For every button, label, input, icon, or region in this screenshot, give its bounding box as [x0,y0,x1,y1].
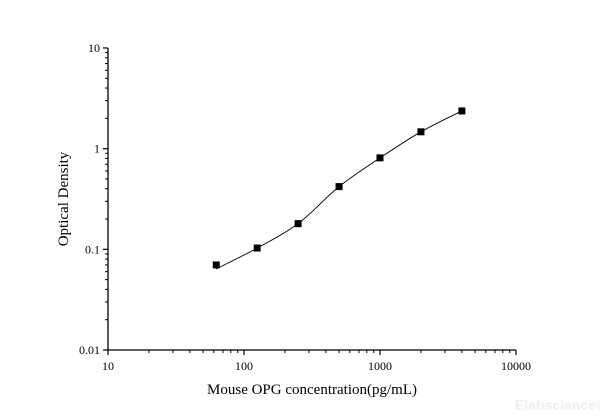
x-tick-label: 10 [102,359,114,373]
y-tick-label: 0.1 [85,242,100,256]
x-axis-label: Mouse OPG concentration(pg/mL) [207,382,417,398]
y-axis-label: Optical Density [56,151,72,246]
data-point [458,107,466,115]
x-tick-label: 100 [235,359,253,373]
data-point [294,220,302,228]
data-point [253,244,261,252]
watermark: Elabscience® [515,397,600,413]
data-point [417,128,425,136]
data-point [376,154,384,162]
data-point [335,183,343,191]
y-tick-label: 1 [94,142,100,156]
axes: 0.01 0.1 1 10 10 100 1000 10000 [79,41,531,373]
data-points [212,107,466,269]
y-tick-label: 10 [88,41,100,55]
data-point [212,261,220,269]
x-tick-label: 10000 [501,359,531,373]
y-tick-label: 0.01 [79,343,100,357]
x-tick-label: 1000 [368,359,392,373]
